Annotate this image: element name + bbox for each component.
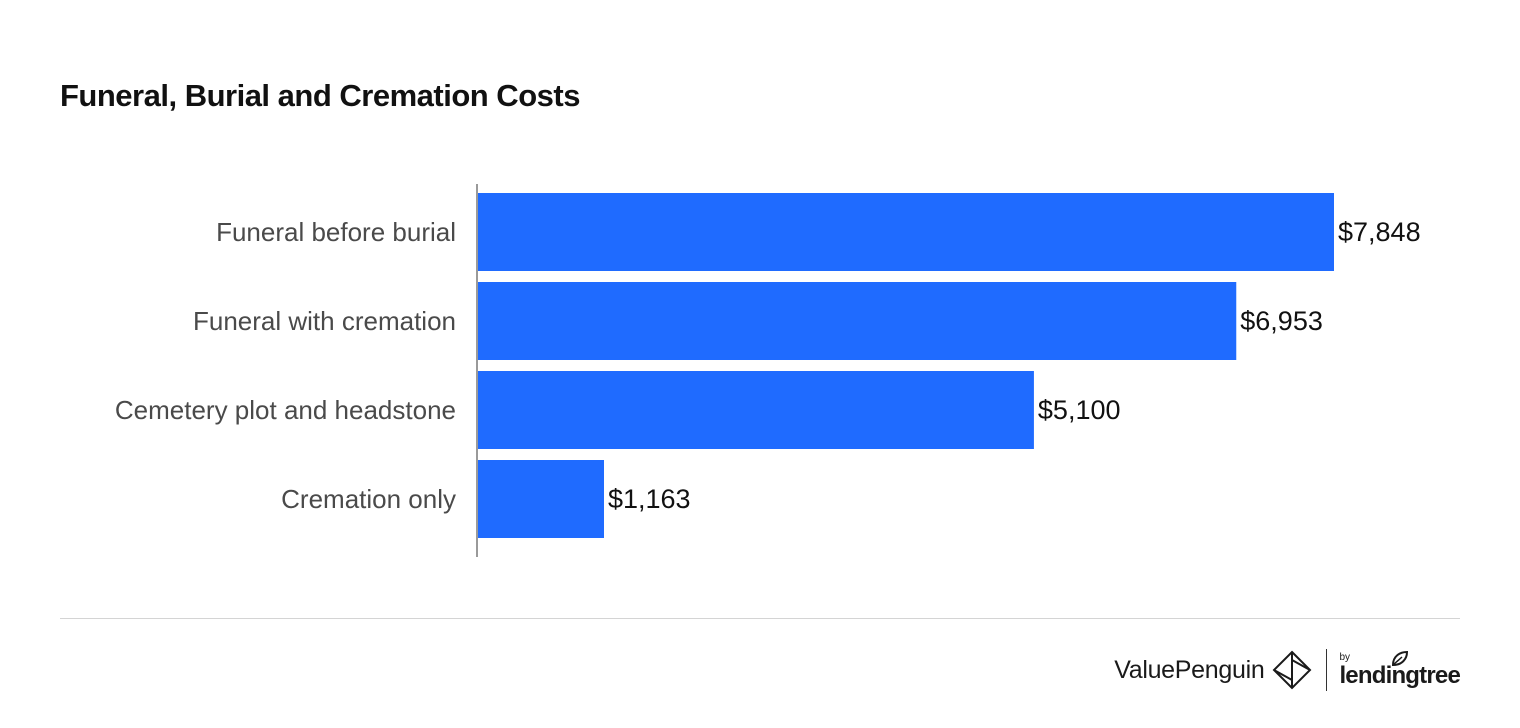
category-label: Funeral before burial — [216, 217, 456, 247]
valuepenguin-logo-icon — [1273, 650, 1312, 690]
brand-footer: ValuePenguin by lendingtree — [1114, 648, 1461, 692]
brand-name: ValuePenguin — [1114, 655, 1265, 684]
value-label: $6,953 — [1240, 306, 1323, 336]
leaf-icon — [1392, 650, 1409, 666]
partner-brand: by lendingtree — [1339, 650, 1461, 689]
category-label: Cemetery plot and headstone — [115, 395, 456, 425]
value-label: $1,163 — [608, 484, 691, 514]
footer-divider — [60, 618, 1460, 619]
chart-title: Funeral, Burial and Cremation Costs — [60, 78, 580, 113]
bar — [477, 282, 1237, 360]
value-label: $5,100 — [1038, 395, 1121, 425]
bar — [477, 460, 604, 538]
bar — [477, 193, 1334, 271]
bar — [477, 371, 1034, 449]
brand-separator — [1326, 649, 1328, 691]
bar-chart: Funeral before burial $7,848 Funeral with … — [115, 184, 1421, 557]
value-label: $7,848 — [1338, 217, 1421, 247]
category-label: Funeral with cremation — [193, 306, 456, 336]
partner-name: lendingtree — [1339, 661, 1460, 689]
category-label: Cremation only — [281, 484, 456, 514]
brand-by-label: by — [1339, 651, 1350, 663]
